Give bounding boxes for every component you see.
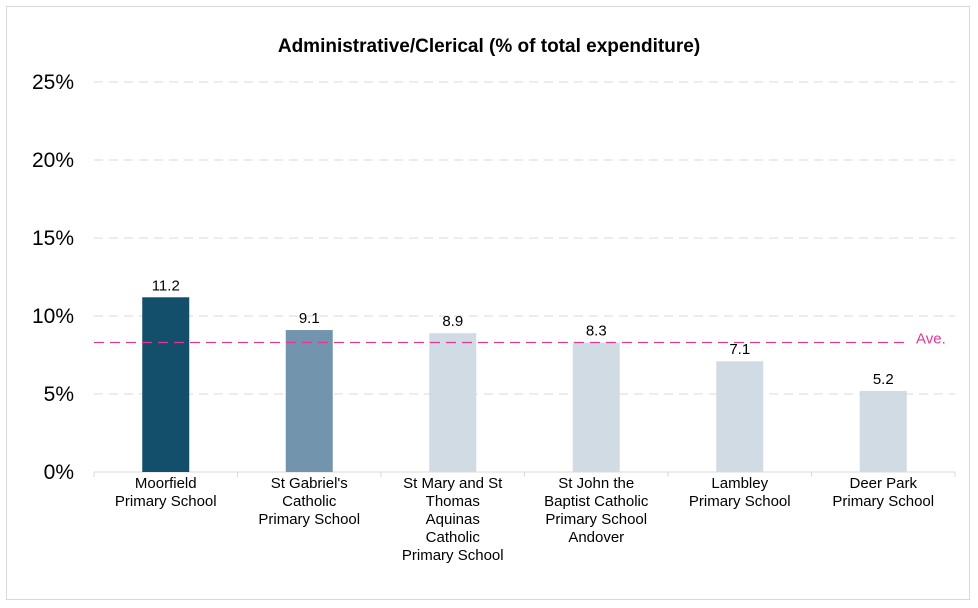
bar: [285, 330, 333, 472]
grid-lines: [93, 81, 956, 477]
x-tick-label: Lambley Primary School: [689, 475, 791, 510]
data-label: 7.1: [729, 341, 750, 358]
y-tick-label: 10%: [32, 305, 74, 328]
bar: [716, 361, 764, 472]
x-tick-label: St Mary and St Thomas Aquinas Catholic Prima…: [402, 475, 504, 564]
y-tick-label: 5%: [44, 383, 74, 406]
x-tick-label: Moorfield Primary School: [115, 475, 217, 510]
x-tick-label: St John the Baptist Catholic Primary Schoo…: [544, 475, 649, 546]
average-label: Ave.: [916, 331, 946, 348]
x-tick-label: Deer Park Primary School: [832, 475, 934, 510]
y-tick-label: 0%: [44, 461, 74, 484]
data-label: 5.2: [873, 371, 894, 388]
y-tick-label: 15%: [32, 227, 74, 250]
x-axis-labels: Moorfield Primary School St Gabriel's Catho…: [115, 475, 934, 564]
bar: [142, 297, 190, 472]
bar: [429, 333, 477, 472]
data-label: 9.1: [299, 310, 320, 327]
bar: [572, 342, 620, 472]
y-tick-label: 20%: [32, 149, 74, 172]
data-label: 8.3: [586, 323, 607, 340]
data-label: 8.9: [442, 313, 463, 330]
data-label: 11.2: [152, 277, 180, 294]
y-axis-ticks: 0% 5% 10% 15% 20% 25%: [32, 71, 74, 484]
data-labels: 11.2 9.1 8.9 8.3 7.1 5.2: [152, 277, 894, 388]
bar: [859, 390, 907, 472]
y-tick-label: 25%: [32, 71, 74, 94]
bars: [142, 297, 907, 472]
chart-title: Administrative/Clerical (% of total expe…: [277, 36, 701, 57]
average-line-group: Ave.: [94, 331, 946, 348]
x-tick-label: St Gabriel's Catholic Primary School: [258, 475, 360, 528]
